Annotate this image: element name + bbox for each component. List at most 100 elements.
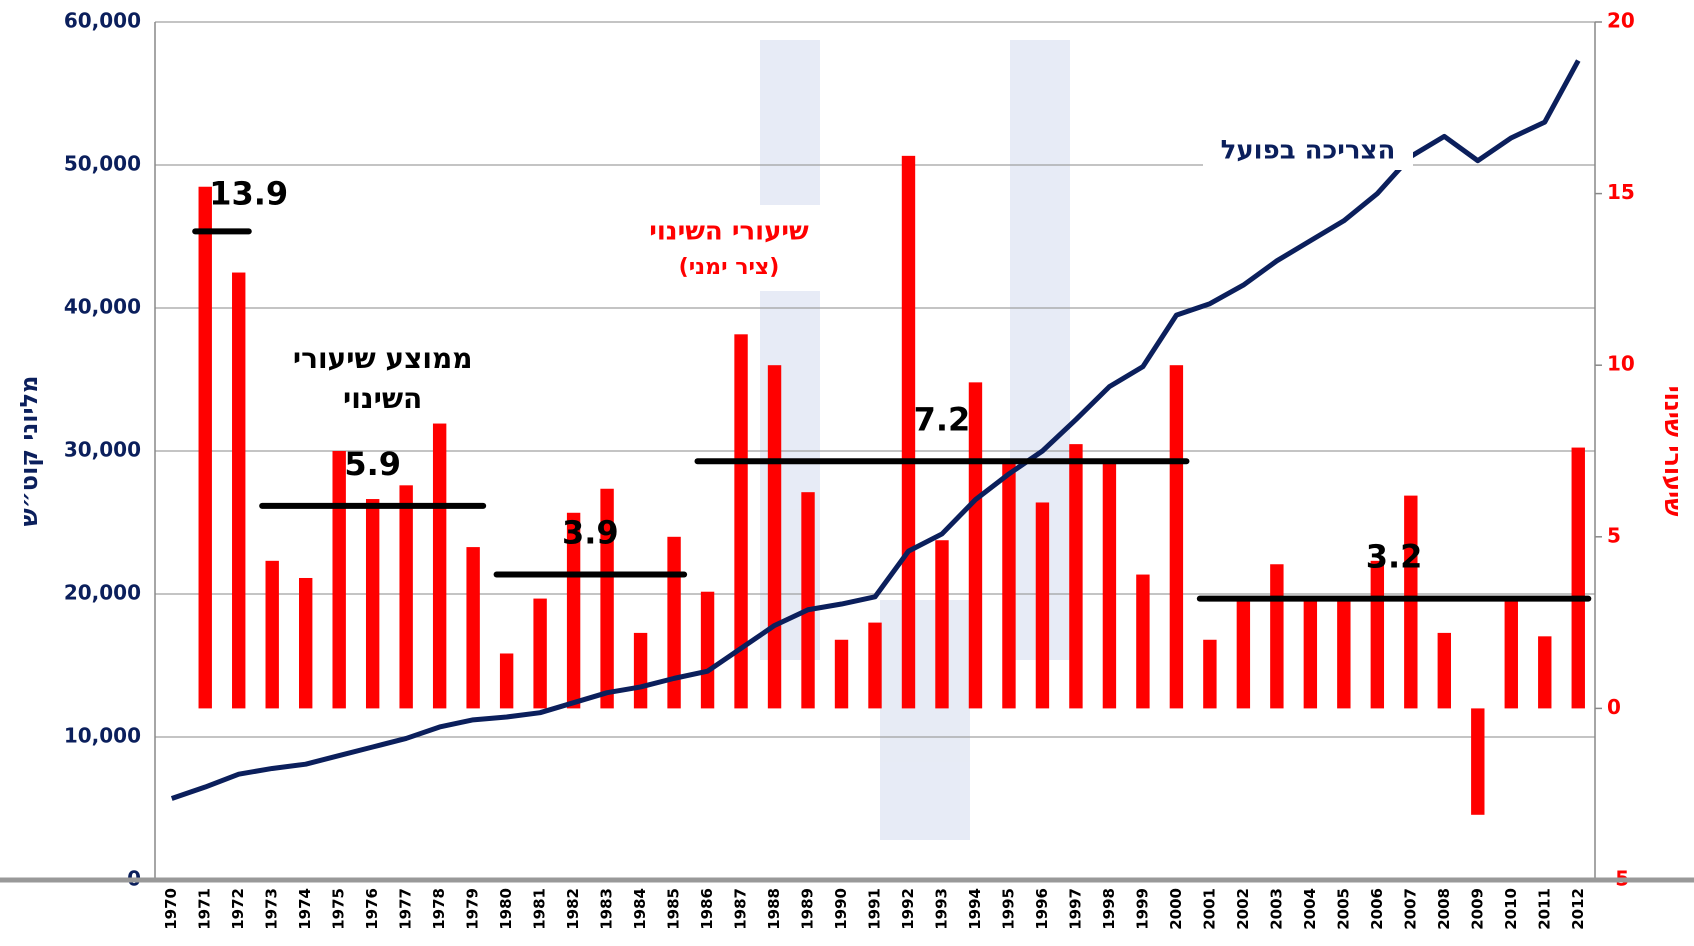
x-tick-label: 1982 — [564, 888, 582, 930]
y-tick-label: 60,000 — [64, 9, 141, 33]
legend-bar-note: (ציר ימני) — [679, 255, 780, 280]
x-tick-label: 1994 — [966, 888, 984, 930]
x-tick-label: 1971 — [196, 888, 214, 930]
bar — [1304, 599, 1317, 709]
x-tick-label: 2000 — [1167, 888, 1185, 930]
x-tick-label: 1970 — [162, 888, 180, 930]
averages-title: השינוי — [343, 382, 422, 415]
y2-tick-label: 15 — [1607, 180, 1635, 204]
x-tick-label: 1978 — [430, 888, 448, 930]
average-label: 3.9 — [562, 514, 619, 552]
average-label: 5.9 — [344, 445, 401, 483]
x-tick-label: 2003 — [1267, 888, 1285, 930]
bar — [466, 547, 479, 708]
x-tick-label: 1981 — [531, 888, 549, 930]
y-tick-label: 10,000 — [64, 724, 141, 748]
bar — [1471, 708, 1484, 814]
x-tick-label: 2011 — [1535, 888, 1553, 930]
bar — [1002, 461, 1015, 708]
y2-tick-label: 5 — [1607, 523, 1621, 547]
y-tick-label: 50,000 — [64, 152, 141, 176]
bar — [935, 540, 948, 708]
y-tick-label: 40,000 — [64, 295, 141, 319]
x-tick-label: 1988 — [765, 888, 783, 930]
x-tick-label: 2004 — [1301, 888, 1319, 930]
bar — [1270, 564, 1283, 708]
averages-title: ממוצע שיעורי — [293, 342, 473, 375]
bar — [801, 492, 814, 708]
x-tick-label: 1996 — [1033, 888, 1051, 930]
x-tick-label: 1974 — [296, 888, 314, 930]
bar — [366, 499, 379, 708]
x-tick-label: 1983 — [598, 888, 616, 930]
x-tick-label: 1980 — [497, 888, 515, 930]
x-tick-label: 1973 — [263, 888, 281, 930]
x-tick-label: 1986 — [698, 888, 716, 930]
x-tick-label: 1995 — [999, 888, 1017, 930]
x-tick-label: 2012 — [1569, 888, 1587, 930]
page: 010,00020,00030,00040,00050,00060,000-50… — [0, 0, 1694, 946]
x-tick-label: 2007 — [1401, 888, 1419, 930]
bar — [1337, 599, 1350, 709]
x-tick-label: 1989 — [799, 888, 817, 930]
x-tick-label: 1977 — [397, 888, 415, 930]
y2-tick-label: 20 — [1607, 9, 1635, 33]
x-tick-label: 2005 — [1334, 888, 1352, 930]
bar — [1371, 561, 1384, 709]
x-tick-label: 1997 — [1066, 888, 1084, 930]
bar — [1069, 444, 1082, 708]
x-tick-label: 2002 — [1234, 888, 1252, 930]
bar — [1103, 461, 1116, 708]
bar — [1505, 599, 1518, 709]
bar — [667, 537, 680, 709]
legend-bar: שיעורי השינוי — [649, 217, 809, 247]
y2-tick-label: 10 — [1607, 352, 1635, 376]
bar — [969, 382, 982, 708]
y-tick-label: 30,000 — [64, 438, 141, 462]
bar — [701, 592, 714, 709]
x-tick-label: 2001 — [1200, 888, 1218, 930]
bar — [533, 599, 546, 709]
bar — [634, 633, 647, 709]
y-tick-label: 20,000 — [64, 581, 141, 605]
bar — [1036, 502, 1049, 708]
bar — [266, 561, 279, 709]
bar — [1404, 496, 1417, 709]
x-tick-label: 1993 — [932, 888, 950, 930]
x-tick-label: 2006 — [1368, 888, 1386, 930]
bar — [1170, 365, 1183, 708]
legend-line: הצריכה בפועל — [1221, 136, 1396, 166]
bar — [299, 578, 312, 708]
x-tick-label: 1992 — [899, 888, 917, 930]
bar — [199, 187, 212, 709]
bar — [1538, 636, 1551, 708]
x-tick-label: 1975 — [330, 888, 348, 930]
x-tick-label: 1976 — [363, 888, 381, 930]
bar — [835, 640, 848, 709]
x-tick-label: 1990 — [832, 888, 850, 930]
x-tick-label: 1998 — [1100, 888, 1118, 930]
y2-tick-label: 0 — [1607, 695, 1621, 719]
bar — [332, 451, 345, 708]
x-tick-label: 1979 — [464, 888, 482, 930]
bar — [1136, 575, 1149, 709]
x-tick-label: 1972 — [229, 888, 247, 930]
chart: 010,00020,00030,00040,00050,00060,000-50… — [0, 0, 1694, 946]
x-tick-label: 1985 — [665, 888, 683, 930]
x-tick-label: 1984 — [631, 888, 649, 930]
bar — [500, 653, 513, 708]
bar — [232, 273, 245, 709]
bar — [1438, 633, 1451, 709]
average-label: 7.2 — [914, 400, 971, 438]
x-tick-label: 2010 — [1502, 888, 1520, 930]
bar — [1237, 599, 1250, 709]
average-label: 13.9 — [209, 174, 288, 212]
x-tick-label: 1991 — [866, 888, 884, 930]
bar — [1203, 640, 1216, 709]
bar — [1572, 448, 1585, 709]
x-tick-label: 1999 — [1133, 888, 1151, 930]
x-tick-label: 2009 — [1468, 888, 1486, 930]
bar — [868, 623, 881, 709]
y2-axis-label: שיעורי שינוי — [1659, 386, 1687, 517]
y-axis-label: מליוני קוט״ש — [15, 376, 43, 527]
